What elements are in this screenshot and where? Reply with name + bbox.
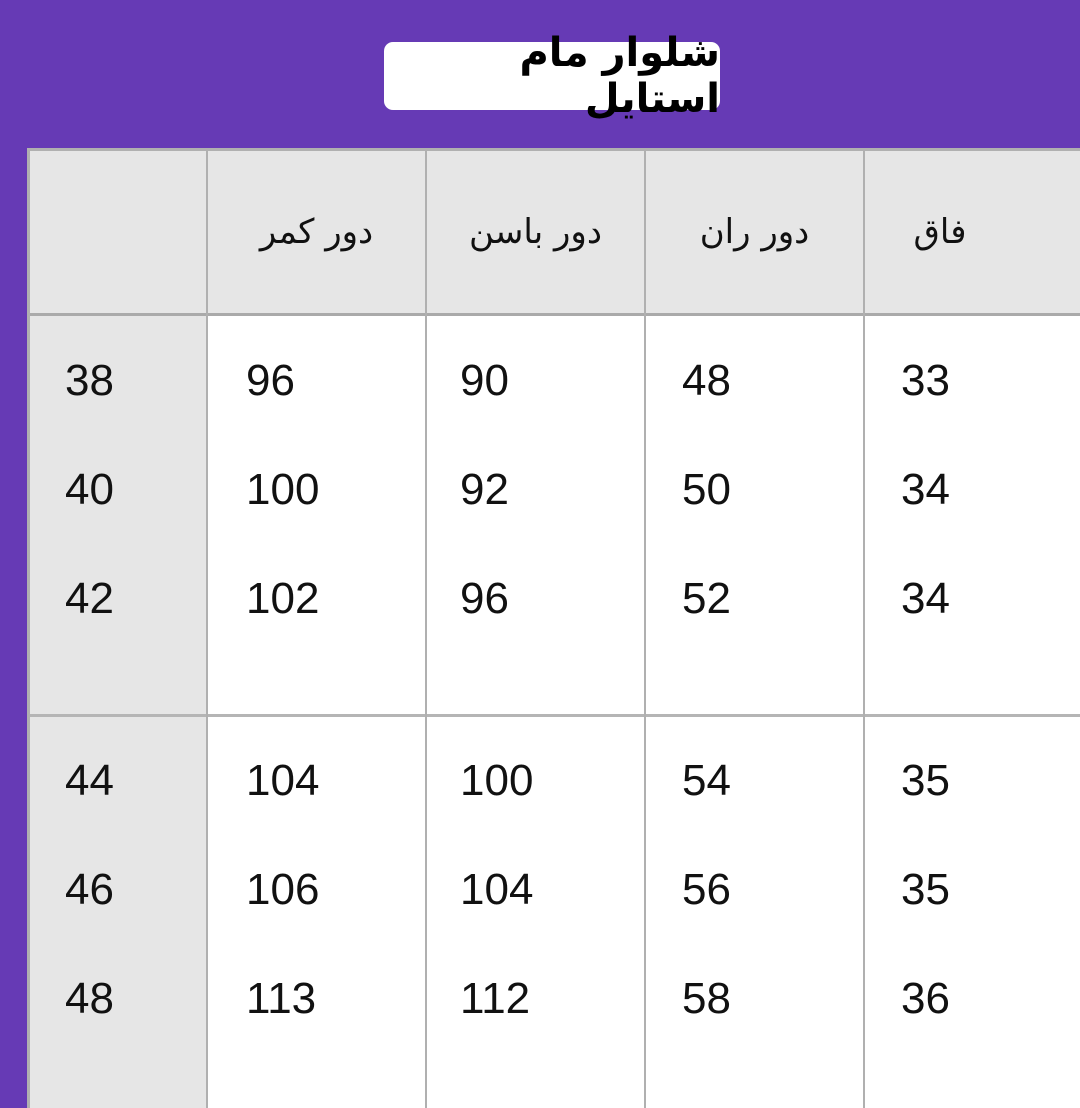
cell-rise: 34 <box>901 574 950 623</box>
cell-size: 40 <box>65 465 114 514</box>
cell-hip: 96 <box>460 574 509 623</box>
cell-hip: 92 <box>460 465 509 514</box>
header-hip: دور باسن <box>469 212 602 252</box>
cell-size: 44 <box>65 756 114 805</box>
cell-thigh: 52 <box>682 574 731 623</box>
cell-rise: 35 <box>901 865 950 914</box>
cell-waist: 104 <box>246 756 320 805</box>
header-rise: فاق <box>913 212 967 252</box>
size-table: دور کمر دور باسن دور ران فاق 38 96 90 48 33 4… <box>27 148 1080 1108</box>
cell-thigh: 56 <box>682 865 731 914</box>
column-divider <box>863 151 865 1108</box>
cell-size: 38 <box>65 356 114 405</box>
cell-thigh: 58 <box>682 974 731 1023</box>
column-divider <box>425 151 427 1108</box>
cell-hip: 104 <box>460 865 534 914</box>
cell-rise: 34 <box>901 465 950 514</box>
cell-thigh: 48 <box>682 356 731 405</box>
column-divider <box>644 151 646 1108</box>
cell-size: 48 <box>65 974 114 1023</box>
cell-rise: 35 <box>901 756 950 805</box>
cell-waist: 106 <box>246 865 320 914</box>
cell-thigh: 54 <box>682 756 731 805</box>
table-header <box>30 151 1080 316</box>
cell-waist: 100 <box>246 465 320 514</box>
column-divider <box>206 151 208 1108</box>
cell-waist: 96 <box>246 356 295 405</box>
page-title: شلوار مام استایل <box>384 30 720 122</box>
group-divider <box>30 714 1080 717</box>
cell-size: 42 <box>65 574 114 623</box>
cell-waist: 113 <box>246 974 317 1023</box>
cell-hip: 90 <box>460 356 509 405</box>
header-waist: دور کمر <box>259 212 374 252</box>
cell-size: 46 <box>65 865 114 914</box>
size-column-bg <box>30 316 208 1108</box>
header-thigh: دور ران <box>699 212 810 252</box>
cell-rise: 36 <box>901 974 950 1023</box>
cell-hip: 100 <box>460 756 534 805</box>
cell-thigh: 50 <box>682 465 731 514</box>
cell-waist: 102 <box>246 574 320 623</box>
header-size <box>30 151 206 313</box>
cell-hip: 112 <box>460 974 531 1023</box>
cell-rise: 33 <box>901 356 950 405</box>
